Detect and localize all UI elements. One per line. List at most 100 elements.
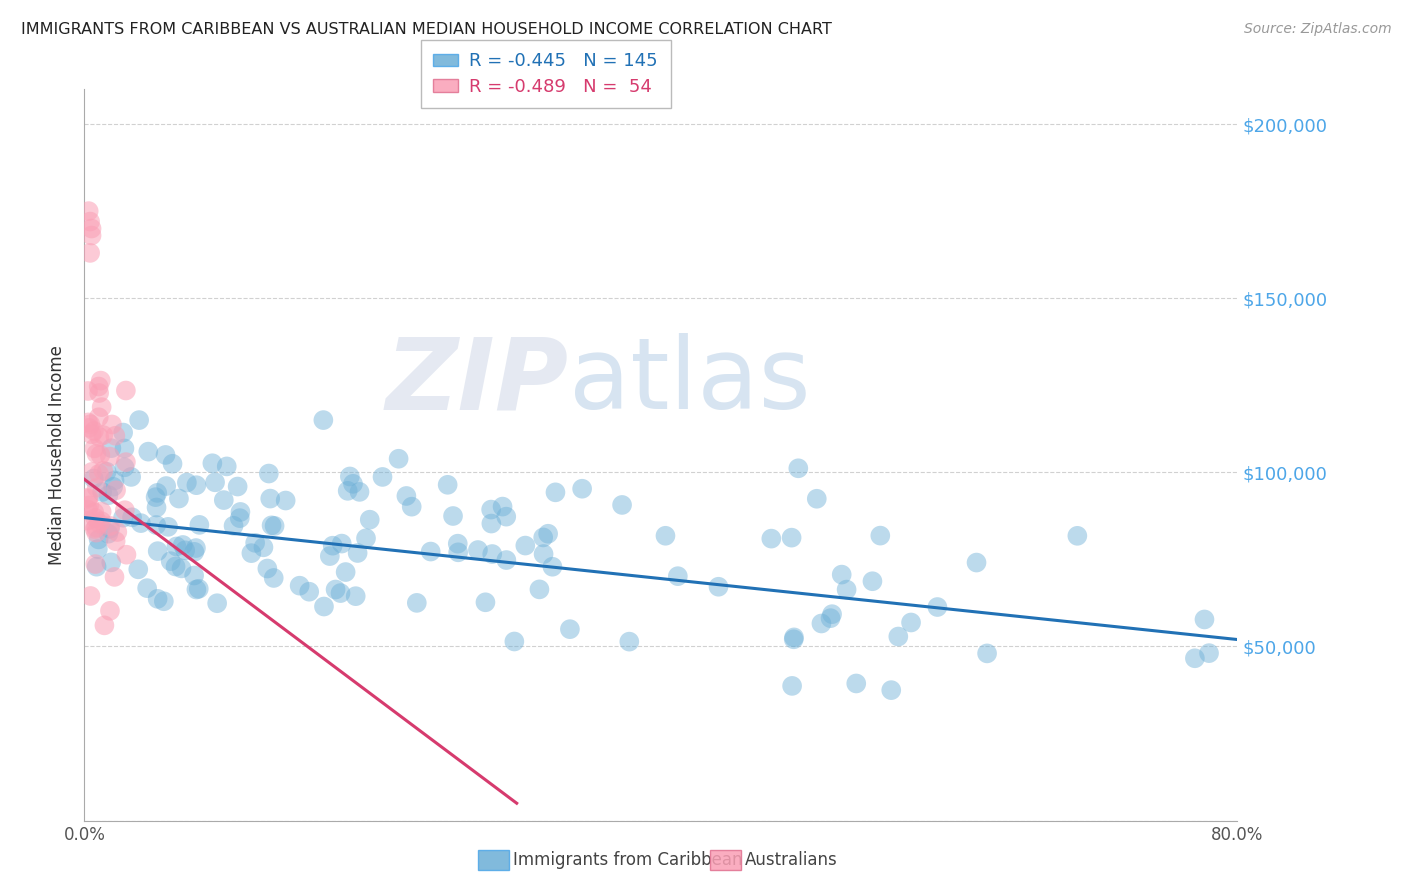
Point [312,599,335,614]
Point [256,561,278,575]
Point [87,410,110,425]
Point [165,559,187,574]
Point [146,544,169,558]
Point [79,214,101,228]
Point [319,549,342,563]
Point [79,499,101,513]
Point [167,491,190,506]
Point [104,534,127,549]
Point [145,490,167,504]
Point [145,500,167,515]
Point [89,386,111,401]
Point [495,553,517,567]
Point [128,413,150,427]
Point [845,676,868,690]
Point [263,519,285,533]
Point [121,510,143,524]
Point [89,516,111,531]
Point [98,604,121,618]
Point [447,545,470,559]
Point [162,457,184,471]
Point [1066,529,1088,543]
Point [159,554,181,568]
Point [820,611,842,625]
Point [900,615,922,630]
Point [155,448,177,462]
Point [349,484,371,499]
Point [155,479,177,493]
Point [288,579,311,593]
Point [405,596,427,610]
Point [183,568,205,582]
Point [654,529,676,543]
Point [79,246,101,260]
Point [165,540,187,554]
Point [188,517,211,532]
Point [87,379,110,393]
Point [83,442,105,456]
Point [146,486,169,500]
Point [666,569,689,583]
Point [79,417,101,432]
Point [479,516,502,531]
Point [90,400,112,414]
Point [174,543,197,558]
Point [115,384,138,398]
Point [186,582,208,597]
Point [77,384,100,398]
Point [441,508,464,523]
Point [481,547,503,561]
Point [467,543,489,558]
Point [77,416,100,430]
Point [91,464,114,478]
Point [97,488,120,502]
Text: Australians: Australians [745,851,838,869]
Point [91,485,114,500]
Point [927,600,949,615]
Point [571,482,593,496]
Point [80,427,103,442]
Point [330,536,353,550]
Legend: R = -0.445   N = 145, R = -0.489   N =  54: R = -0.445 N = 145, R = -0.489 N = 54 [420,40,671,108]
Point [298,584,321,599]
Point [344,589,367,603]
Point [90,514,112,528]
Point [1198,646,1220,660]
Point [322,539,344,553]
Point [395,489,418,503]
Point [204,475,226,490]
Point [80,465,103,479]
Point [79,589,101,603]
Point [447,536,470,550]
Point [100,441,122,455]
Point [783,632,806,647]
Point [84,557,107,571]
Point [359,513,381,527]
Point [112,510,135,524]
Point [105,524,128,539]
Point [176,475,198,490]
Point [274,493,297,508]
Text: ZIP: ZIP [385,334,568,430]
Point [86,447,108,461]
Point [87,542,110,557]
Point [96,465,118,479]
Y-axis label: Median Household Income: Median Household Income [48,345,66,565]
Point [84,511,107,525]
Text: IMMIGRANTS FROM CARIBBEAN VS AUSTRALIAN MEDIAN HOUSEHOLD INCOME CORRELATION CHAR: IMMIGRANTS FROM CARIBBEAN VS AUSTRALIAN … [21,22,832,37]
Point [153,594,176,608]
Text: Source: ZipAtlas.com: Source: ZipAtlas.com [1244,22,1392,37]
Point [120,470,142,484]
Point [212,493,235,508]
Point [90,505,112,519]
Point [170,561,193,575]
Point [112,425,135,440]
Point [104,428,127,442]
Point [761,532,783,546]
Point [531,530,554,544]
Point [835,582,858,597]
Point [101,417,124,432]
Point [114,503,136,517]
Point [707,580,730,594]
Point [342,476,364,491]
